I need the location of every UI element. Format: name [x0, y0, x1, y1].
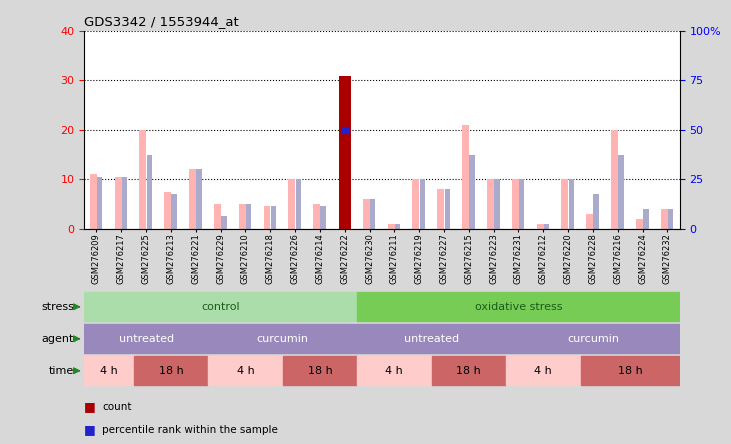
Bar: [643, 209, 648, 229]
Text: percentile rank within the sample: percentile rank within the sample: [102, 425, 279, 435]
Bar: [357, 325, 506, 353]
Bar: [412, 179, 420, 229]
Bar: [506, 325, 680, 353]
Bar: [537, 224, 544, 229]
Bar: [84, 357, 134, 385]
Text: ■: ■: [84, 423, 96, 436]
Bar: [221, 216, 227, 229]
Bar: [122, 177, 127, 229]
Text: 18 h: 18 h: [618, 366, 643, 376]
Bar: [395, 224, 401, 229]
Bar: [320, 206, 326, 229]
Bar: [172, 194, 177, 229]
Bar: [494, 179, 499, 229]
Bar: [208, 357, 283, 385]
Bar: [246, 204, 251, 229]
Text: curcumin: curcumin: [257, 334, 308, 344]
Bar: [512, 179, 519, 229]
Bar: [189, 170, 196, 229]
Text: ■: ■: [84, 400, 96, 413]
Bar: [519, 179, 524, 229]
Bar: [363, 199, 370, 229]
Text: time: time: [49, 366, 74, 376]
Bar: [506, 357, 580, 385]
Bar: [594, 194, 599, 229]
Bar: [437, 189, 444, 229]
Bar: [90, 174, 96, 229]
Bar: [661, 209, 667, 229]
Text: oxidative stress: oxidative stress: [474, 302, 562, 312]
Bar: [370, 199, 376, 229]
Bar: [147, 155, 152, 229]
Text: 4 h: 4 h: [534, 366, 552, 376]
Bar: [387, 224, 395, 229]
Bar: [668, 209, 673, 229]
Text: 18 h: 18 h: [456, 366, 481, 376]
Text: untreated: untreated: [118, 334, 174, 344]
Bar: [569, 179, 574, 229]
Bar: [580, 357, 680, 385]
Bar: [586, 214, 593, 229]
Bar: [115, 177, 121, 229]
Bar: [264, 206, 270, 229]
Bar: [270, 206, 276, 229]
Bar: [214, 204, 221, 229]
Text: stress: stress: [41, 302, 74, 312]
Text: count: count: [102, 402, 132, 412]
Bar: [84, 325, 208, 353]
Bar: [164, 192, 171, 229]
Bar: [84, 293, 357, 321]
Bar: [611, 130, 618, 229]
Text: 4 h: 4 h: [237, 366, 254, 376]
Bar: [313, 204, 320, 229]
Bar: [462, 125, 469, 229]
Text: 4 h: 4 h: [385, 366, 404, 376]
Text: control: control: [201, 302, 240, 312]
Text: curcumin: curcumin: [567, 334, 619, 344]
Text: agent: agent: [42, 334, 74, 344]
Bar: [134, 357, 208, 385]
Bar: [420, 179, 425, 229]
Bar: [338, 75, 351, 229]
Bar: [431, 357, 506, 385]
Text: 18 h: 18 h: [159, 366, 183, 376]
Bar: [544, 224, 549, 229]
Bar: [561, 179, 569, 229]
Bar: [196, 170, 202, 229]
Bar: [636, 219, 643, 229]
Bar: [283, 357, 357, 385]
Bar: [487, 179, 494, 229]
Bar: [295, 179, 301, 229]
Bar: [357, 357, 431, 385]
Bar: [469, 155, 475, 229]
Text: GDS3342 / 1553944_at: GDS3342 / 1553944_at: [84, 16, 239, 28]
Text: untreated: untreated: [404, 334, 459, 344]
Bar: [208, 325, 357, 353]
Bar: [239, 204, 246, 229]
Bar: [357, 293, 680, 321]
Bar: [444, 189, 450, 229]
Text: 4 h: 4 h: [100, 366, 118, 376]
Bar: [288, 179, 295, 229]
Bar: [97, 177, 102, 229]
Bar: [618, 155, 624, 229]
Bar: [140, 130, 146, 229]
Text: 18 h: 18 h: [308, 366, 333, 376]
